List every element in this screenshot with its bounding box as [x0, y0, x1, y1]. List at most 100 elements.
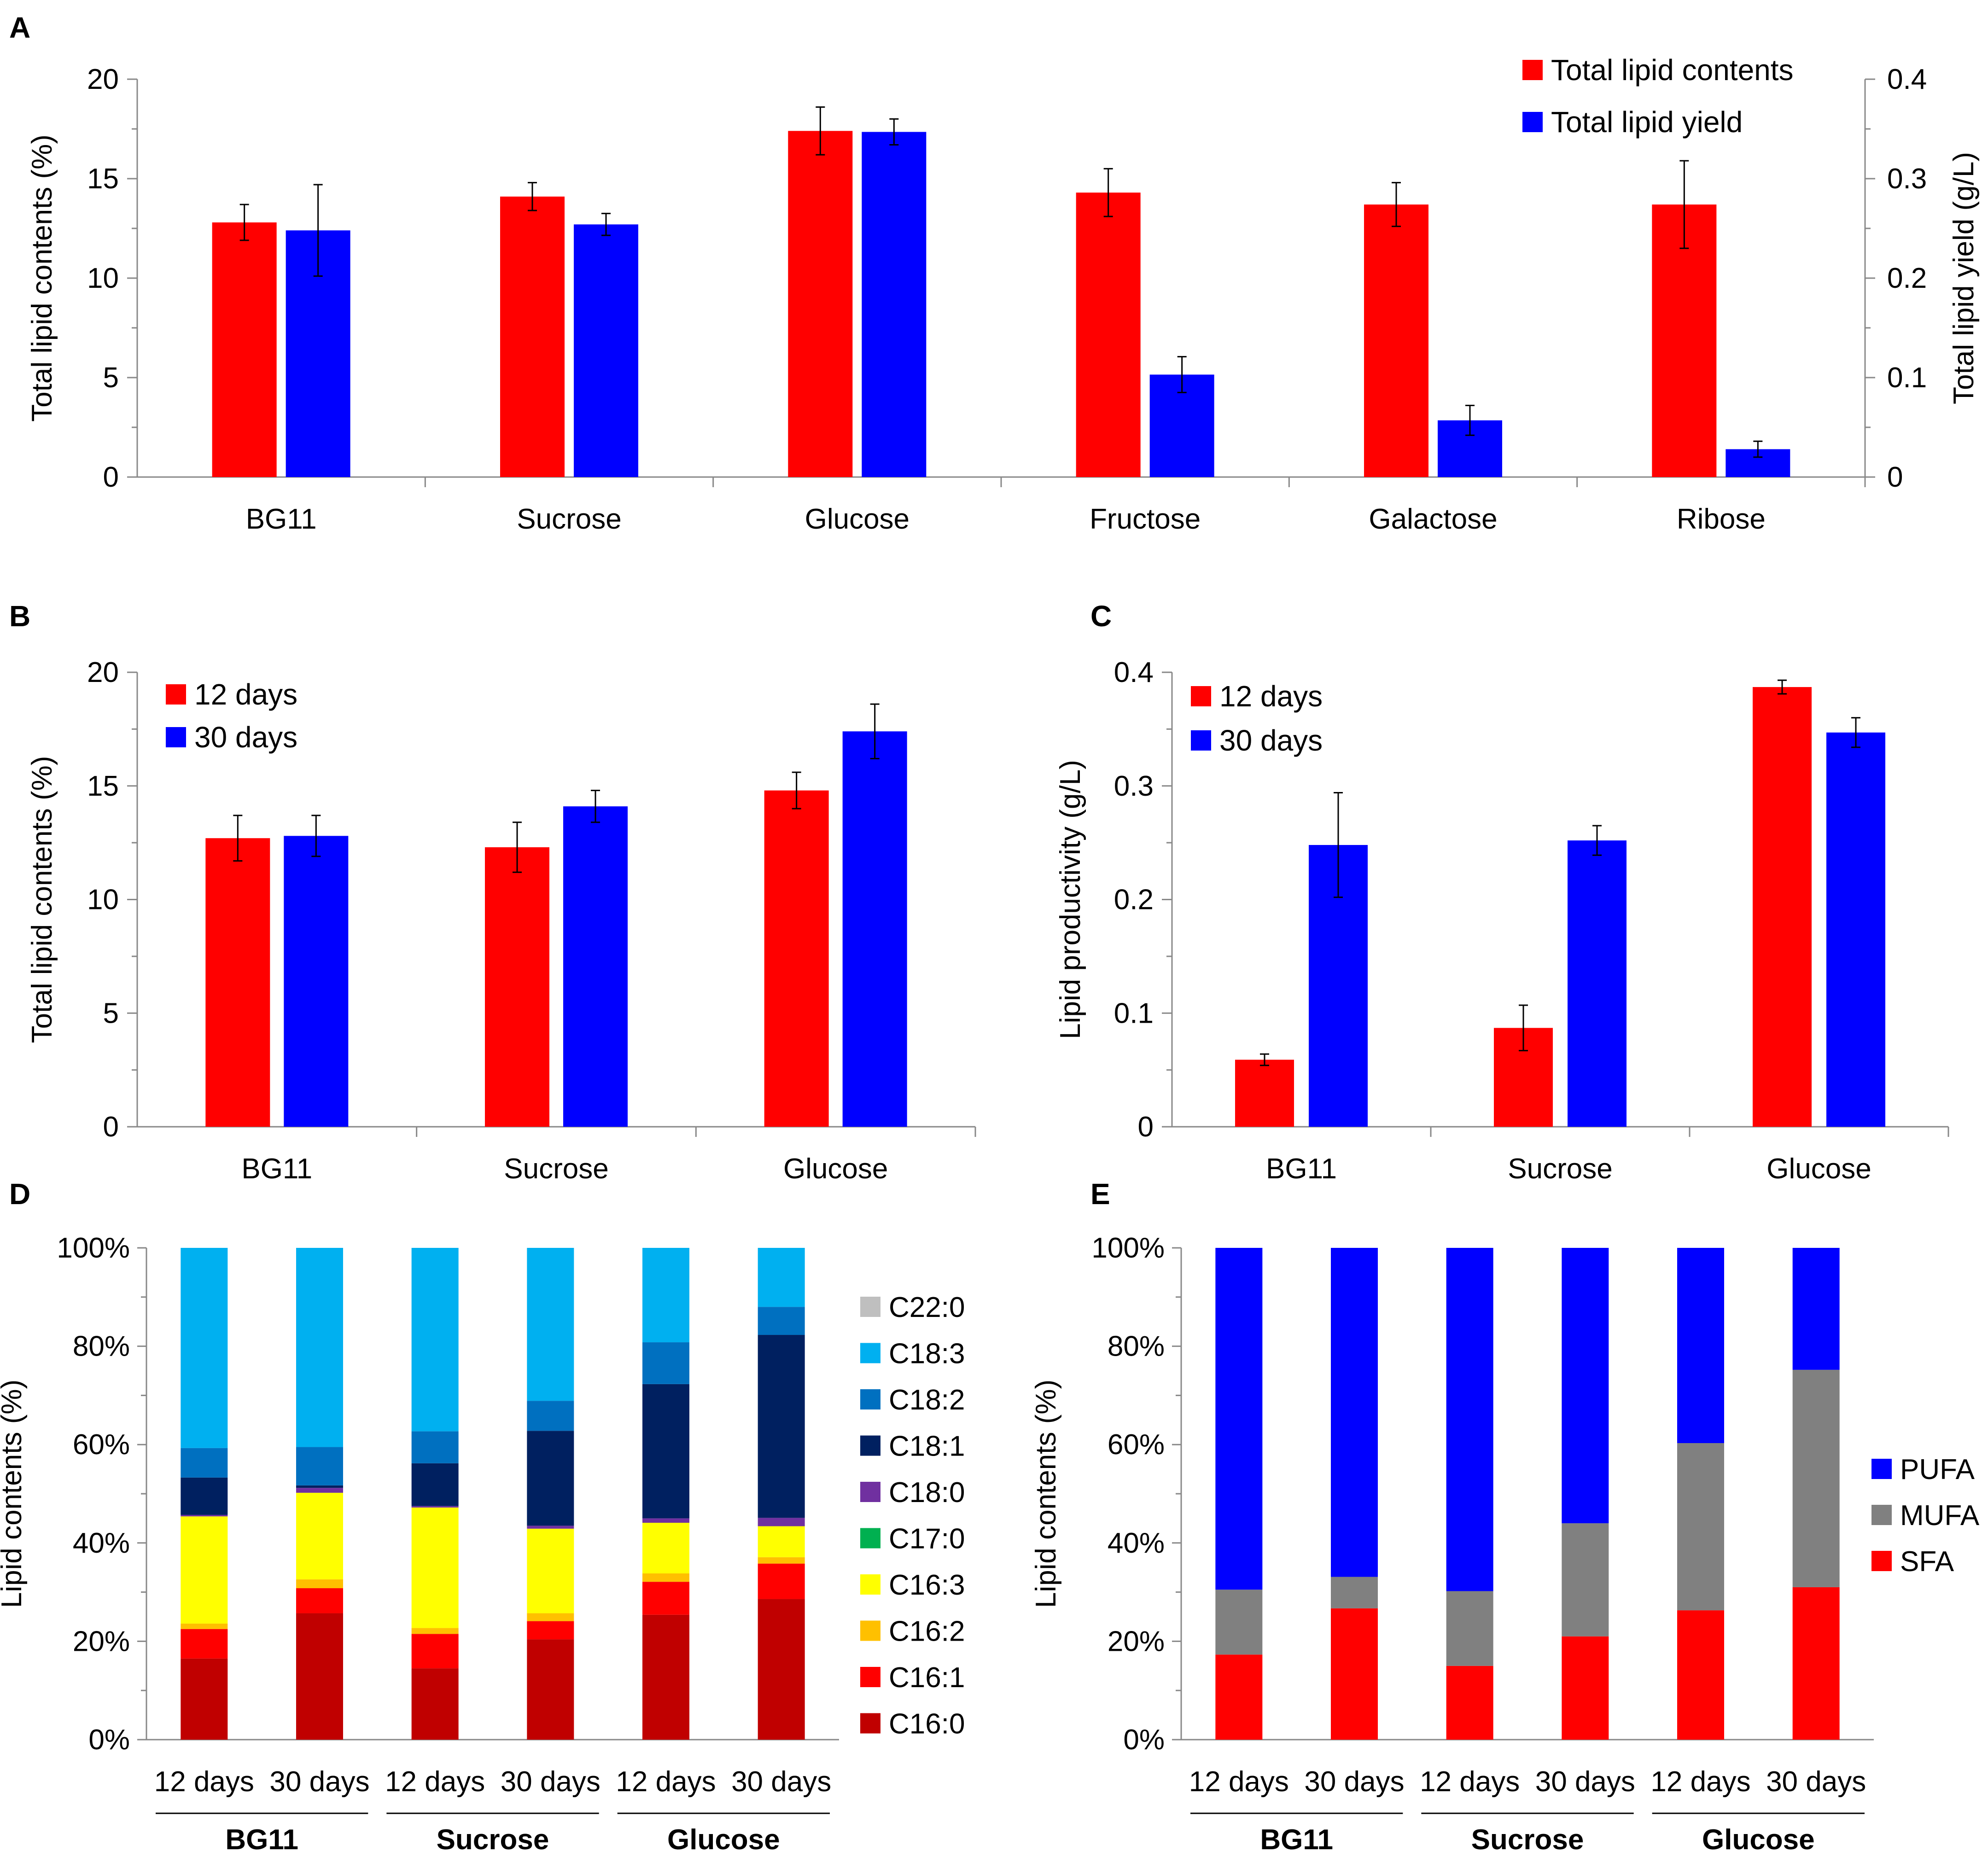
y2-tick-label: 0.4	[1887, 64, 1927, 95]
stack-segment	[296, 1488, 343, 1493]
panel-label-a: A	[9, 11, 30, 44]
stack-segment	[1331, 1608, 1378, 1740]
group-label: Sucrose	[1471, 1824, 1584, 1852]
panel-label-c: C	[1090, 600, 1112, 633]
group-label: Glucose	[667, 1824, 780, 1852]
error-bar	[1679, 160, 1689, 249]
y-tick-label: 40%	[1108, 1527, 1165, 1559]
stack-segment	[527, 1248, 574, 1401]
y-tick-label: 0%	[1123, 1724, 1165, 1756]
legend-label: 12 days	[194, 678, 297, 711]
y-tick-label: 80%	[1108, 1331, 1165, 1363]
bar-label: 30 days	[1304, 1766, 1404, 1798]
bar	[212, 222, 277, 477]
y-tick-label: 5	[103, 362, 119, 394]
stack-segment	[758, 1518, 805, 1526]
stack-segment	[411, 1431, 459, 1463]
stack-segment	[296, 1613, 343, 1740]
group-label: Glucose	[1702, 1824, 1815, 1852]
y-axis-title: Lipid contents (%)	[0, 1380, 28, 1608]
legend-label: Total lipid contents	[1551, 53, 1794, 87]
panel-label-d: D	[9, 1177, 30, 1211]
bar	[862, 132, 927, 478]
y2-tick-label: 0.2	[1887, 262, 1927, 294]
error-bar	[816, 106, 825, 156]
legend-label: Total lipid yield	[1551, 105, 1743, 139]
stack-segment	[642, 1582, 689, 1615]
legend-label: MUFA	[1900, 1500, 1980, 1532]
legend-swatch	[166, 684, 186, 705]
legend-swatch	[860, 1667, 880, 1687]
stack-segment	[181, 1448, 228, 1478]
error-bar	[601, 213, 611, 236]
y-tick-label: 60%	[1108, 1429, 1165, 1461]
group-label: BG11	[225, 1824, 298, 1852]
y-tick-label: 0%	[88, 1724, 130, 1756]
stack-segment	[411, 1506, 459, 1508]
legend-label: C16:0	[889, 1708, 965, 1740]
stack-segment	[642, 1573, 689, 1582]
legend-label: PUFA	[1900, 1454, 1975, 1485]
legend-label: C18:1	[889, 1431, 965, 1462]
stack-segment	[1562, 1523, 1609, 1637]
group-label: Sucrose	[437, 1824, 549, 1852]
legend-swatch	[1871, 1551, 1892, 1571]
legend-label: C22:0	[889, 1292, 965, 1323]
stack-segment	[758, 1335, 805, 1518]
stack-segment	[758, 1599, 805, 1740]
error-bar	[1519, 1004, 1528, 1052]
legend-swatch	[860, 1297, 880, 1317]
y2-tick-label: 0.3	[1887, 163, 1927, 195]
stack-segment	[296, 1492, 343, 1579]
stack-segment	[181, 1514, 228, 1517]
y-tick-label: 0.2	[1114, 884, 1154, 916]
legend-swatch	[1522, 112, 1543, 132]
stack-segment	[527, 1431, 574, 1526]
stack-segment	[296, 1588, 343, 1613]
category-label: BG11	[241, 1153, 312, 1185]
y2-axis-title: Total lipid yield (g/L)	[1948, 152, 1980, 404]
stack-segment	[642, 1518, 689, 1523]
chart-c: 0 0.1 0.2 0.3 0.4 Lipid productivity (g/L) BG1…	[1055, 657, 1949, 1185]
stack-segment	[758, 1526, 805, 1557]
stack-segment	[411, 1634, 459, 1669]
stack-segment	[181, 1477, 228, 1515]
bar-label: 12 days	[1420, 1766, 1520, 1798]
stack-segment	[411, 1463, 459, 1506]
panel-label-e: E	[1090, 1177, 1110, 1211]
y-tick-label: 20	[87, 657, 119, 688]
stack-segment	[1446, 1248, 1493, 1591]
category-label: Ribose	[1677, 503, 1766, 535]
stack-segment	[1792, 1248, 1840, 1370]
stack-segment	[181, 1248, 228, 1448]
stack-segment	[296, 1447, 343, 1485]
error-bar	[1592, 825, 1602, 856]
bar-label: 30 days	[269, 1766, 369, 1798]
error-bar	[1851, 717, 1860, 748]
legend-label: C18:0	[889, 1477, 965, 1508]
stack-segment	[296, 1579, 343, 1589]
legend-label: C18:2	[889, 1384, 965, 1416]
error-bar	[792, 771, 801, 810]
stack-segment	[527, 1528, 574, 1613]
y-tick-label: 100%	[57, 1232, 130, 1264]
stack-segment	[642, 1523, 689, 1574]
stack-segment	[1562, 1248, 1609, 1524]
bar	[1076, 192, 1141, 477]
error-bar	[1177, 356, 1187, 393]
stack-segment	[642, 1384, 689, 1519]
error-bar	[1260, 1053, 1269, 1066]
stack-segment	[1331, 1248, 1378, 1577]
bar	[574, 224, 638, 477]
stack-segment	[1446, 1666, 1493, 1740]
bar	[284, 836, 349, 1127]
bar-label: 30 days	[501, 1766, 600, 1798]
stack-segment	[296, 1248, 343, 1447]
chart-b: 0 5 10 15 20 Total lipid contents (%) BG11 Sucr…	[26, 657, 976, 1185]
stack-segment	[296, 1485, 343, 1488]
legend-label: SFA	[1900, 1546, 1954, 1578]
y-tick-label: 0	[1138, 1111, 1154, 1143]
y-tick-label: 15	[87, 770, 119, 802]
legend-swatch	[1191, 686, 1211, 706]
legend-swatch	[860, 1528, 880, 1549]
